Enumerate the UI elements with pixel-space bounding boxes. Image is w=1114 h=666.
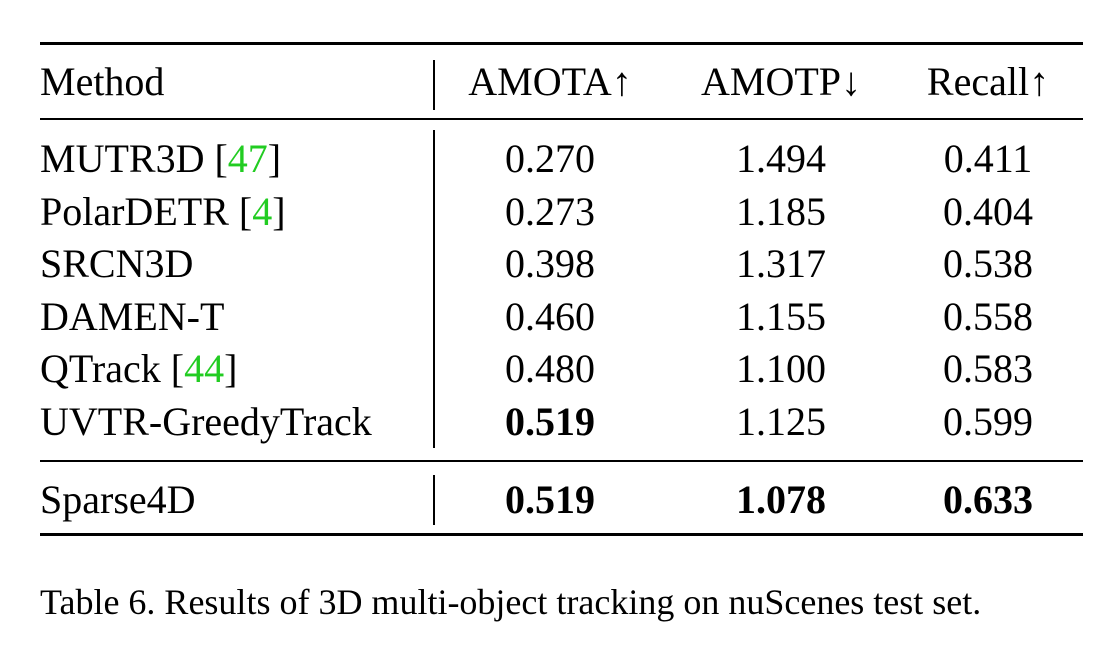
table-cell-recall: 0.599 <box>943 399 1033 444</box>
table-cell-recall: 0.583 <box>943 346 1033 391</box>
table-cell-recall: 0.558 <box>943 294 1033 339</box>
table-cell-amota-best: 0.519 <box>505 399 595 444</box>
table-cell-amotp: 1.494 <box>736 136 826 181</box>
table-cell-amotp: 1.185 <box>736 189 826 234</box>
column-separator <box>433 475 435 525</box>
column-separator <box>433 130 435 448</box>
table-cell-amota: 0.460 <box>505 294 595 339</box>
table-cell-amota: 0.273 <box>505 189 595 234</box>
table-cell-amotp: 1.155 <box>736 294 826 339</box>
table-row-method: MUTR3D [47] <box>40 136 282 181</box>
table-cell-recall: 0.538 <box>943 241 1033 286</box>
header-recall: Recall↑ <box>926 59 1050 104</box>
citation-link[interactable]: 47 <box>227 136 268 181</box>
header-amota: AMOTA↑ <box>468 59 632 104</box>
citation-link[interactable]: 44 <box>184 346 225 391</box>
table-cell-amotp: 1.100 <box>736 346 826 391</box>
table-cell-amota-best: 0.519 <box>505 477 595 522</box>
citation-link[interactable]: 4 <box>252 189 273 234</box>
mid-rule <box>40 460 1083 462</box>
top-rule <box>40 42 1083 45</box>
table-cell-amota: 0.398 <box>505 241 595 286</box>
table-caption: Table 6. Results of 3D multi-object trac… <box>40 582 982 622</box>
table-row-method: UVTR-GreedyTrack <box>40 399 372 444</box>
table-cell-amotp-best: 1.078 <box>736 477 826 522</box>
header-method: Method <box>40 59 165 104</box>
table-cell-amota: 0.480 <box>505 346 595 391</box>
table-cell-recall: 0.411 <box>943 136 1033 181</box>
table-row-method-ours: Sparse4D <box>40 477 196 522</box>
table-row-method: PolarDETR [4] <box>40 189 286 234</box>
table-row-method: DAMEN-T <box>40 294 225 339</box>
header-rule <box>40 118 1083 120</box>
column-separator <box>433 60 435 110</box>
header-amotp: AMOTP↓ <box>700 59 862 104</box>
table-row-method: QTrack [44] <box>40 346 238 391</box>
table-cell-amotp: 1.125 <box>736 399 826 444</box>
table-cell-amota: 0.270 <box>505 136 595 181</box>
table-row-method: SRCN3D <box>40 241 194 286</box>
bottom-rule <box>40 533 1083 536</box>
table-cell-recall-best: 0.633 <box>943 477 1033 522</box>
table-cell-amotp: 1.317 <box>736 241 826 286</box>
table-cell-recall: 0.404 <box>943 189 1033 234</box>
